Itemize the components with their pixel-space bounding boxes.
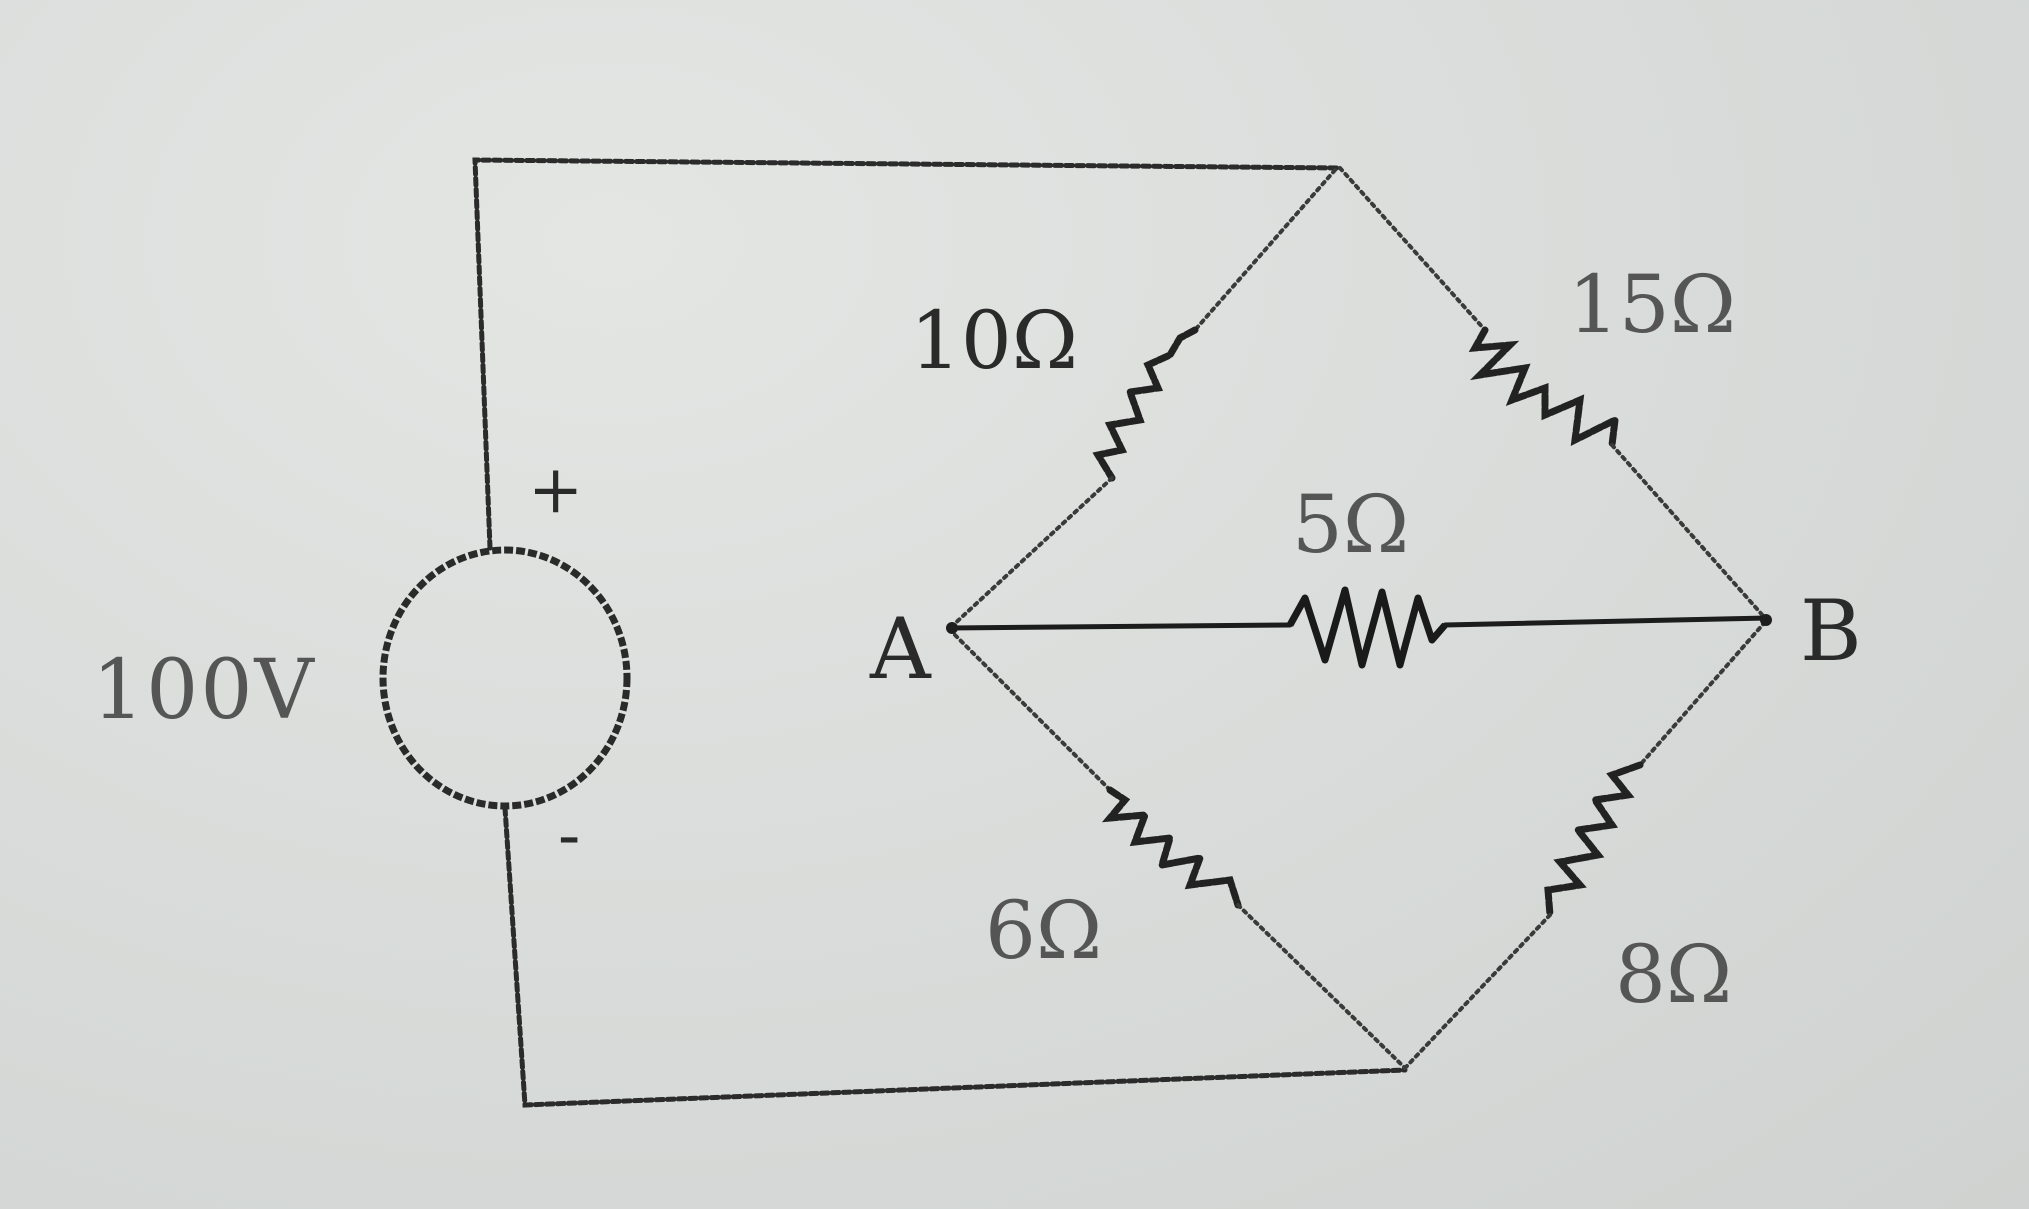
node-B-label: B (1800, 582, 1862, 680)
resistor-10ohm-label: 10Ω (910, 294, 1078, 387)
resistor-6ohm-symbol (1101, 786, 1242, 909)
resistor-5ohm-symbol (1286, 586, 1448, 669)
wire-10ohm-to-A (948, 476, 1114, 630)
resistor-10ohm-symbol (1092, 326, 1199, 482)
wire-A-to-5ohm (947, 622, 1293, 631)
source-minus-label: - (558, 797, 580, 874)
resistor-5ohm-label: 5Ω (1292, 478, 1409, 571)
wire-8ohm-to-bottom (1403, 913, 1552, 1070)
node-A-label: A (869, 600, 932, 698)
source-voltage-label: 100V (92, 643, 316, 738)
wire-B-to-8ohm (1638, 620, 1767, 767)
wire-top (472, 157, 1343, 551)
wire-bottom (502, 805, 1408, 1108)
node-B-dot (1760, 614, 1772, 626)
wire-top-to-15ohm (1338, 166, 1487, 332)
voltage-source-symbol (379, 546, 631, 810)
resistor-8ohm-label: 8Ω (1615, 928, 1732, 1021)
resistor-15ohm-symbol (1468, 326, 1620, 449)
resistor-8ohm-symbol (1544, 761, 1644, 919)
wire-5ohm-to-B (1442, 615, 1771, 628)
wire-6ohm-to-bottom (1236, 903, 1407, 1070)
wire-15ohm-to-B (1610, 443, 1767, 620)
wire-top-to-10ohm (1193, 168, 1337, 332)
source-plus-label: + (528, 451, 583, 528)
node-A-dot (946, 622, 958, 634)
resistor-6ohm-label: 6Ω (985, 884, 1102, 977)
resistor-15ohm-label: 15Ω (1568, 258, 1736, 351)
wire-A-to-6ohm (953, 633, 1112, 792)
